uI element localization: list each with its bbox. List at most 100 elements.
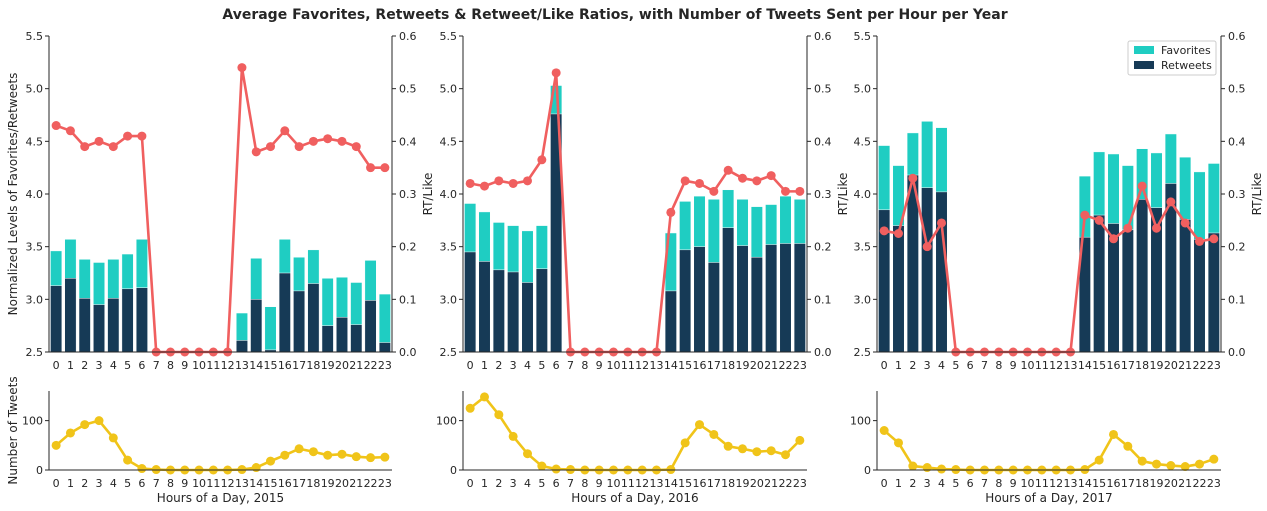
rt-like-ratio-point: [237, 63, 247, 73]
x-tick-label: 13: [235, 477, 249, 490]
tweet-count-point: [266, 456, 276, 466]
y2-tick-label: 0.4: [399, 135, 417, 148]
retweets-bar: [1193, 239, 1206, 353]
rt-like-ratio-line: [55, 66, 385, 354]
retweets-bar: [93, 304, 105, 353]
tweet-count-point: [1209, 454, 1219, 464]
x-tick-label: 20: [1164, 359, 1178, 372]
tweet-count-point: [937, 464, 946, 474]
tweet-count-point: [695, 420, 704, 430]
legend: Favorites Retweets: [1127, 40, 1217, 76]
x-tick-label: 19: [321, 477, 335, 490]
retweets-bar: [321, 325, 334, 353]
x-tick-label: 8: [995, 359, 1002, 372]
tweet-count-point: [738, 444, 747, 454]
rt-like-ratio-point: [351, 142, 361, 152]
x-tick-label: 21: [349, 477, 363, 490]
x-tick-label: 1: [67, 359, 74, 372]
x-tick-label: 0: [53, 359, 60, 372]
tweet-count-point: [366, 453, 376, 463]
x-tick-label: 6: [967, 477, 974, 490]
retweets-bar: [1121, 229, 1134, 353]
x-tick-label: 23: [1207, 359, 1221, 372]
rt-like-ratio-point: [879, 226, 889, 236]
tweet-count-point: [879, 426, 889, 435]
y-tick-label: 3.0: [854, 293, 872, 306]
x-tick-label: 16: [693, 477, 707, 490]
tweet-count-point: [781, 450, 790, 460]
y-tick-label: 3.5: [854, 241, 872, 254]
rt-like-ratio-point: [508, 178, 518, 188]
y-tick-label: 4.5: [854, 135, 872, 148]
rt-like-ratio-point: [494, 176, 504, 186]
legend-label-favorites: Favorites: [1161, 44, 1211, 57]
x-tick-label: 10: [1021, 359, 1035, 372]
y-tick-label: 3.0: [26, 293, 44, 306]
y-tick-label: 5.5: [440, 30, 458, 43]
x-tick-label: 12: [635, 477, 649, 490]
x-tick-label: 8: [167, 477, 174, 490]
y-tick-label: 0: [36, 464, 43, 477]
x-tick-label: 6: [138, 359, 145, 372]
x-tick-label: 12: [221, 477, 235, 490]
y-tick-label: 4.5: [26, 135, 44, 148]
rt-like-ratio-point: [551, 68, 561, 78]
x-tick-label: 1: [481, 359, 488, 372]
tweet-count-point: [1123, 441, 1133, 451]
tweet-count-point: [337, 449, 347, 459]
tweet-count-point: [1152, 459, 1161, 469]
tweet-count-point: [94, 416, 104, 426]
rt-like-ratio-point: [137, 131, 147, 141]
x-tick-label: 17: [292, 359, 306, 372]
y-tick-label: 0: [864, 464, 871, 477]
x-tick-label: 3: [924, 359, 931, 372]
x-tick-label: 3: [96, 359, 103, 372]
x-tick-label: 12: [1049, 477, 1063, 490]
rt-like-ratio-point: [1209, 234, 1219, 244]
y2-tick-label: 0.0: [1228, 346, 1246, 359]
tweet-count-point: [323, 450, 333, 460]
x-tick-label: 4: [938, 477, 945, 490]
tweet-count-point: [123, 455, 133, 465]
x-tick-label: 14: [664, 477, 678, 490]
x-tick-label: 0: [467, 359, 474, 372]
x-tick-label: 8: [581, 477, 588, 490]
tweet-count-point: [752, 447, 762, 457]
rt-like-ratio-point: [695, 178, 704, 188]
tweet-count-point: [1195, 459, 1204, 469]
x-tick-label: 21: [764, 477, 778, 490]
tweet-count-point: [523, 449, 532, 459]
x-tick-label: 11: [206, 477, 220, 490]
x-tick-label: 23: [378, 359, 392, 372]
x-tick-label: 9: [1010, 477, 1017, 490]
x-tick-label: 23: [793, 477, 807, 490]
y2-tick-label: 0.6: [399, 30, 417, 43]
x-tick-label: 22: [364, 359, 378, 372]
x-tick-label: 2: [81, 477, 88, 490]
x-tick-label: 22: [364, 477, 378, 490]
retweets-bar: [78, 298, 91, 353]
tweet-count-point: [480, 392, 489, 402]
rt-like-ratio-point: [1195, 236, 1204, 246]
rt-like-ratio-point: [709, 186, 719, 196]
x-tick-label: 5: [952, 477, 959, 490]
x-tick-label: 13: [1064, 477, 1078, 490]
rt-like-ratio-point: [108, 142, 118, 152]
panels: 2.5 3.0 3.5 4.0 4.5 5.0 5.5 0.0 0.1 0.2 0.3 0.4 0.5 0…: [6, 30, 1264, 505]
retweets-bar: [464, 251, 477, 353]
x-tick-label: 11: [1035, 477, 1049, 490]
x-tick-label: 1: [481, 477, 488, 490]
x-tick-label: 4: [938, 359, 945, 372]
tweet-count-point: [894, 438, 903, 448]
x-tick-label: 21: [1178, 359, 1192, 372]
retweets-bar: [722, 227, 735, 353]
retweets-bar: [693, 246, 706, 353]
tweet-count-point: [494, 410, 504, 420]
rt-like-ratio-point: [323, 134, 333, 144]
retweets-bar: [364, 300, 377, 353]
x-tick-label: 14: [249, 477, 263, 490]
tweet-count-point: [108, 433, 118, 443]
y-tick-label: 5.5: [854, 30, 872, 43]
tweet-count-point: [908, 461, 918, 471]
